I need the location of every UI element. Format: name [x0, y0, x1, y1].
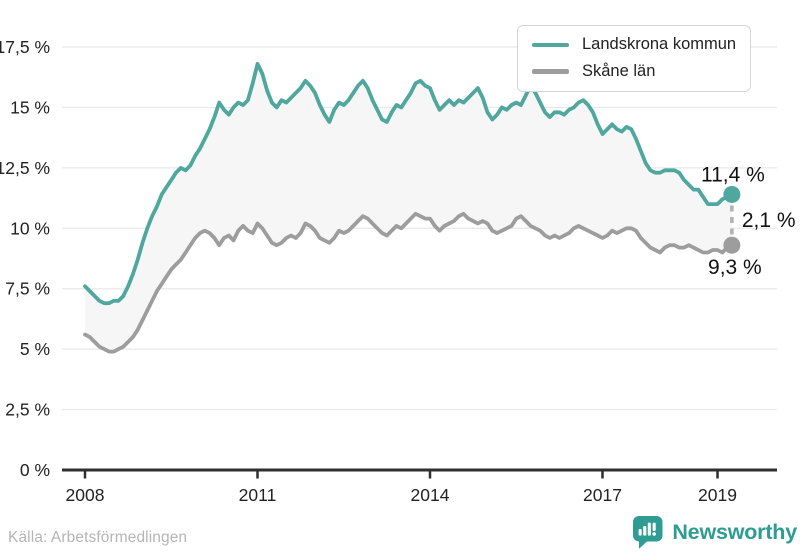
end-dot-landskrona — [723, 185, 741, 203]
y-tick-label: 7,5 % — [5, 279, 50, 299]
brand-name: Newsworthy — [672, 519, 797, 544]
x-tick-label: 2019 — [698, 485, 737, 505]
y-tick-label: 17,5 % — [0, 37, 50, 57]
source-attribution: Källa: Arbetsförmedlingen — [8, 529, 188, 546]
legend-item-landskrona: Landskrona kommun — [532, 35, 736, 55]
x-tick-label: 2017 — [583, 485, 622, 505]
newsworthy-logo-icon — [633, 516, 663, 549]
y-tick-label: 5 % — [20, 339, 50, 359]
y-tick-label: 2,5 % — [5, 400, 50, 420]
legend-label-skane: Skåne län — [582, 61, 656, 80]
y-tick-label: 12,5 % — [0, 158, 50, 178]
legend-swatch-skane — [532, 69, 569, 74]
legend-label-landskrona: Landskrona kommun — [582, 35, 737, 53]
x-tick-label: 2011 — [239, 485, 277, 505]
x-tick-label: 2014 — [411, 485, 450, 505]
y-tick-label: 0 % — [20, 460, 50, 480]
series-line-landskrona — [83, 62, 734, 306]
unemployment-line-chart: 2008 2011 2014 2017 2019 17,5 % 15 % 12,5 % 10 %… — [0, 37, 796, 505]
end-value-label-skane: 9,3 % — [708, 256, 762, 279]
gap-value-label: 2,1 % — [742, 209, 796, 232]
end-dot-skane — [723, 236, 741, 254]
series-line-skane — [83, 211, 734, 354]
series-gap-band — [85, 63, 732, 352]
end-value-label-landskrona: 11,4 % — [701, 163, 765, 186]
legend-swatch-landskrona — [532, 42, 569, 48]
legend-item-skane: Skåne län — [532, 62, 736, 82]
newsworthy-brand: Newsworthy — [632, 514, 797, 550]
y-tick-label: 10 % — [10, 218, 50, 238]
x-tick-label: 2008 — [66, 485, 105, 505]
y-tick-label: 15 % — [10, 97, 50, 117]
legend: Landskrona kommun Skåne län — [517, 25, 752, 92]
